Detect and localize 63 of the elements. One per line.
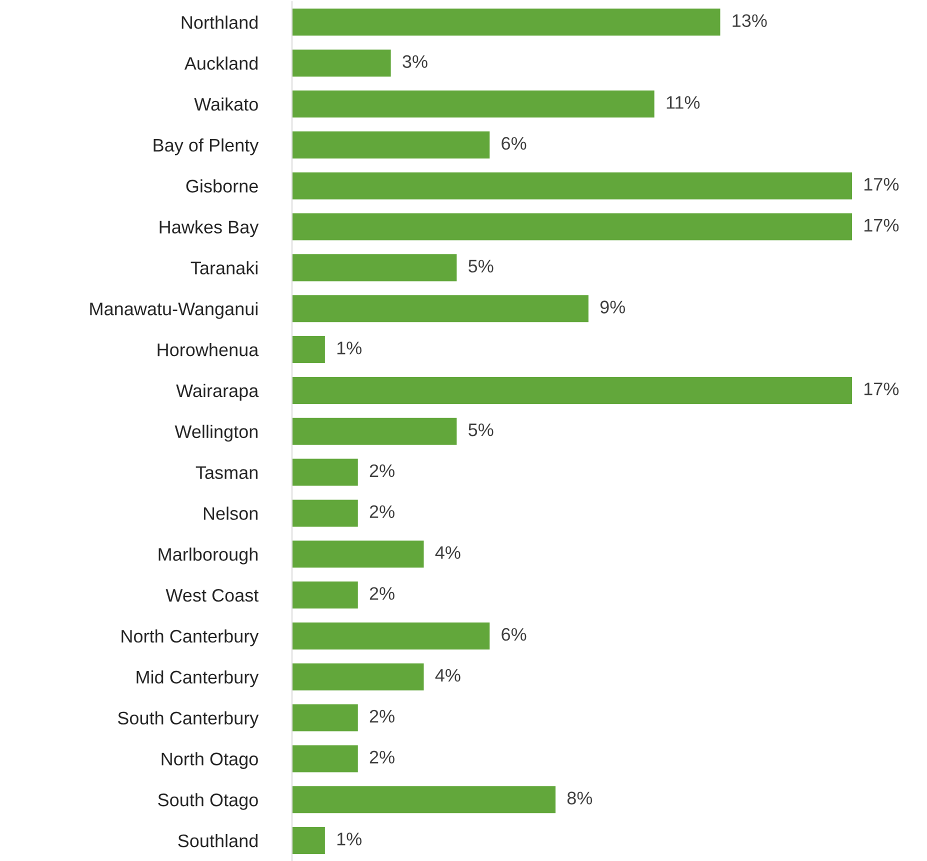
y-tick-label: Southland [178, 834, 258, 848]
data-label: 9% [600, 300, 626, 314]
y-tick-label: Gisborne [186, 179, 258, 193]
y-tick-label: Northland [182, 16, 258, 29]
data-label: 2% [370, 464, 394, 478]
bar [292, 50, 391, 77]
data-label: 5% [468, 424, 494, 436]
data-label: 17% [864, 382, 899, 396]
data-label: 11% [666, 96, 700, 109]
bar [292, 131, 490, 158]
y-tick-label: Wairarapa [176, 384, 259, 401]
bar [292, 540, 424, 568]
data-label: 17% [864, 178, 899, 191]
data-label: 1% [337, 832, 362, 846]
data-label: 1% [337, 342, 362, 354]
y-tick-label: Taranaki [190, 261, 258, 274]
bar [292, 254, 457, 282]
bar [292, 213, 852, 240]
y-tick-label: Mid Canterbury [136, 670, 259, 688]
y-tick-label: Waikato [194, 97, 258, 111]
y-tick-label: Tasman [196, 466, 258, 479]
bar [292, 418, 457, 445]
bar [292, 500, 358, 527]
y-tick-label: Marlborough [158, 548, 258, 564]
bar [292, 582, 358, 609]
bar [292, 90, 654, 118]
data-label: 6% [502, 136, 526, 150]
y-tick-label: South Otago [158, 793, 258, 810]
bar [292, 622, 490, 650]
y-tick-label: Hawkes Bay [160, 220, 259, 238]
y-tick-label: Bay of Plenty [154, 138, 259, 156]
y-tick-label: Manawatu-Wanganui [90, 302, 258, 319]
bar [292, 704, 358, 732]
data-label: 13% [732, 14, 767, 28]
bar [292, 172, 852, 200]
y-tick-label: Horowhenua [158, 342, 259, 356]
y-tick-label: North Otago [162, 752, 258, 769]
data-label: 3% [402, 55, 428, 68]
y-tick-label: Wellington [174, 424, 258, 442]
bar [292, 376, 852, 404]
y-tick-label: North Canterbury [122, 629, 259, 646]
data-label: 2% [370, 750, 394, 764]
bar [292, 458, 358, 486]
data-label: 4% [435, 546, 460, 559]
data-label: 5% [468, 260, 494, 273]
bar [292, 745, 358, 772]
data-label: 4% [435, 669, 460, 682]
bar [292, 827, 325, 854]
bar [292, 336, 325, 364]
y-tick-label: Auckland [184, 56, 258, 70]
bar [292, 8, 720, 36]
bar [292, 786, 556, 814]
data-label: 17% [864, 218, 899, 232]
data-label: 2% [370, 587, 394, 600]
bar [292, 295, 588, 322]
y-tick-label: South Canterbury [118, 711, 259, 728]
y-tick-label: Nelson [204, 506, 258, 520]
data-label: 2% [370, 505, 394, 518]
bar [292, 663, 424, 690]
data-label: 8% [567, 792, 592, 804]
y-tick-label: West Coast [166, 588, 259, 602]
data-label: 2% [370, 710, 394, 723]
data-label: 6% [502, 628, 526, 641]
